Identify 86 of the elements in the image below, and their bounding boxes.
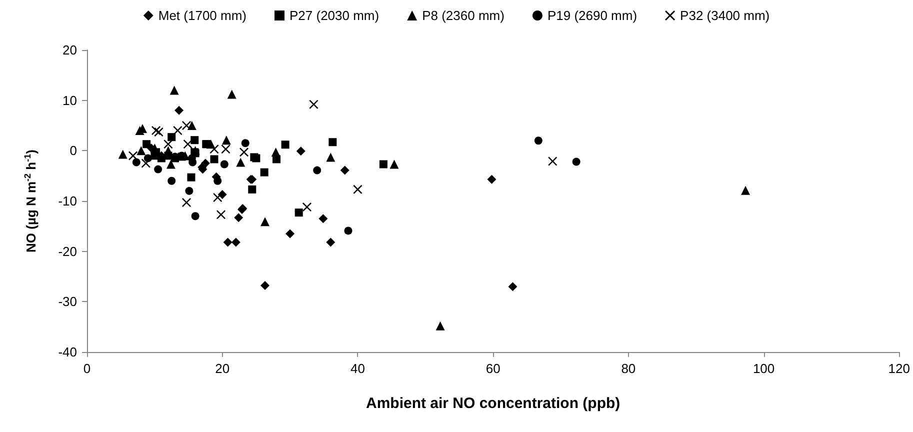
point: [154, 165, 162, 174]
point: [135, 126, 144, 136]
point: [313, 166, 322, 174]
point: [187, 173, 196, 182]
point: [741, 186, 750, 195]
x-tick-label: 20: [215, 361, 230, 376]
point: [340, 166, 350, 175]
point: [210, 155, 218, 164]
point: [326, 238, 336, 247]
point: [344, 226, 352, 235]
point: [118, 150, 128, 159]
point: [379, 160, 388, 168]
point: [223, 238, 232, 247]
point: [236, 158, 246, 167]
point: [294, 208, 303, 217]
point: [142, 140, 151, 148]
point: [164, 140, 173, 149]
x-tick-label: 0: [83, 361, 91, 376]
point: [296, 146, 306, 156]
point: [168, 176, 176, 185]
point: [185, 186, 194, 195]
point: [214, 176, 222, 185]
point: [190, 136, 199, 144]
point: [436, 321, 445, 330]
point: [164, 146, 173, 156]
point: [221, 144, 230, 154]
point: [173, 126, 182, 136]
legend-label: P27 (2030 mm): [290, 8, 380, 23]
point: [213, 192, 222, 202]
point: [309, 100, 318, 109]
point: [187, 121, 196, 130]
x-tick-label: 120: [888, 361, 910, 376]
point: [174, 106, 184, 115]
x-tick-label: 60: [486, 361, 500, 376]
point: [318, 214, 328, 224]
point: [132, 158, 140, 166]
x-axis-title: Ambient air NO concentration (ppb): [366, 395, 620, 412]
point: [128, 151, 138, 160]
y-tick-label: 20: [62, 42, 77, 58]
y-axis-title: NO (µg N m-2 h-1): [22, 150, 38, 252]
point: [240, 148, 249, 157]
point: [210, 144, 219, 154]
y-tick-label: 0: [70, 143, 77, 158]
point: [227, 90, 236, 99]
point: [286, 229, 295, 238]
point: [353, 184, 362, 194]
point: [326, 152, 336, 162]
x-tick-label: 80: [621, 361, 636, 376]
point: [218, 190, 227, 199]
x-tick-label: 100: [752, 361, 775, 376]
point: [220, 160, 228, 168]
point: [191, 212, 200, 220]
legend-label: P8 (2360 mm): [422, 8, 504, 23]
point: [234, 213, 244, 222]
point: [271, 148, 280, 157]
point: [136, 146, 146, 156]
point: [222, 136, 231, 145]
y-tick-label: -10: [58, 194, 77, 208]
point: [572, 158, 580, 166]
y-tick-label: 10: [62, 92, 77, 108]
x-tick-label: 40: [350, 361, 365, 376]
y-tick-label: -30: [58, 294, 77, 310]
point: [248, 185, 256, 194]
point: [487, 174, 496, 184]
point: [548, 156, 558, 166]
point: [390, 160, 399, 169]
point: [508, 282, 518, 292]
legend-label: P19 (2690 mm): [547, 8, 638, 23]
point: [231, 238, 240, 247]
point: [183, 140, 192, 149]
point: [170, 86, 179, 95]
point: [241, 139, 250, 148]
point: [166, 160, 176, 169]
point: [260, 281, 270, 290]
point: [168, 133, 176, 142]
point: [141, 158, 150, 168]
y-tick-label: -20: [58, 244, 77, 259]
point: [328, 138, 337, 146]
point: [260, 168, 268, 176]
legend-label: Met (1700 mm): [158, 8, 247, 23]
point: [534, 136, 542, 145]
legend-label: P32 (3400 mm): [680, 8, 770, 23]
y-tick-label: -40: [58, 344, 77, 360]
point: [154, 128, 164, 137]
point: [281, 140, 290, 149]
point: [260, 217, 270, 226]
